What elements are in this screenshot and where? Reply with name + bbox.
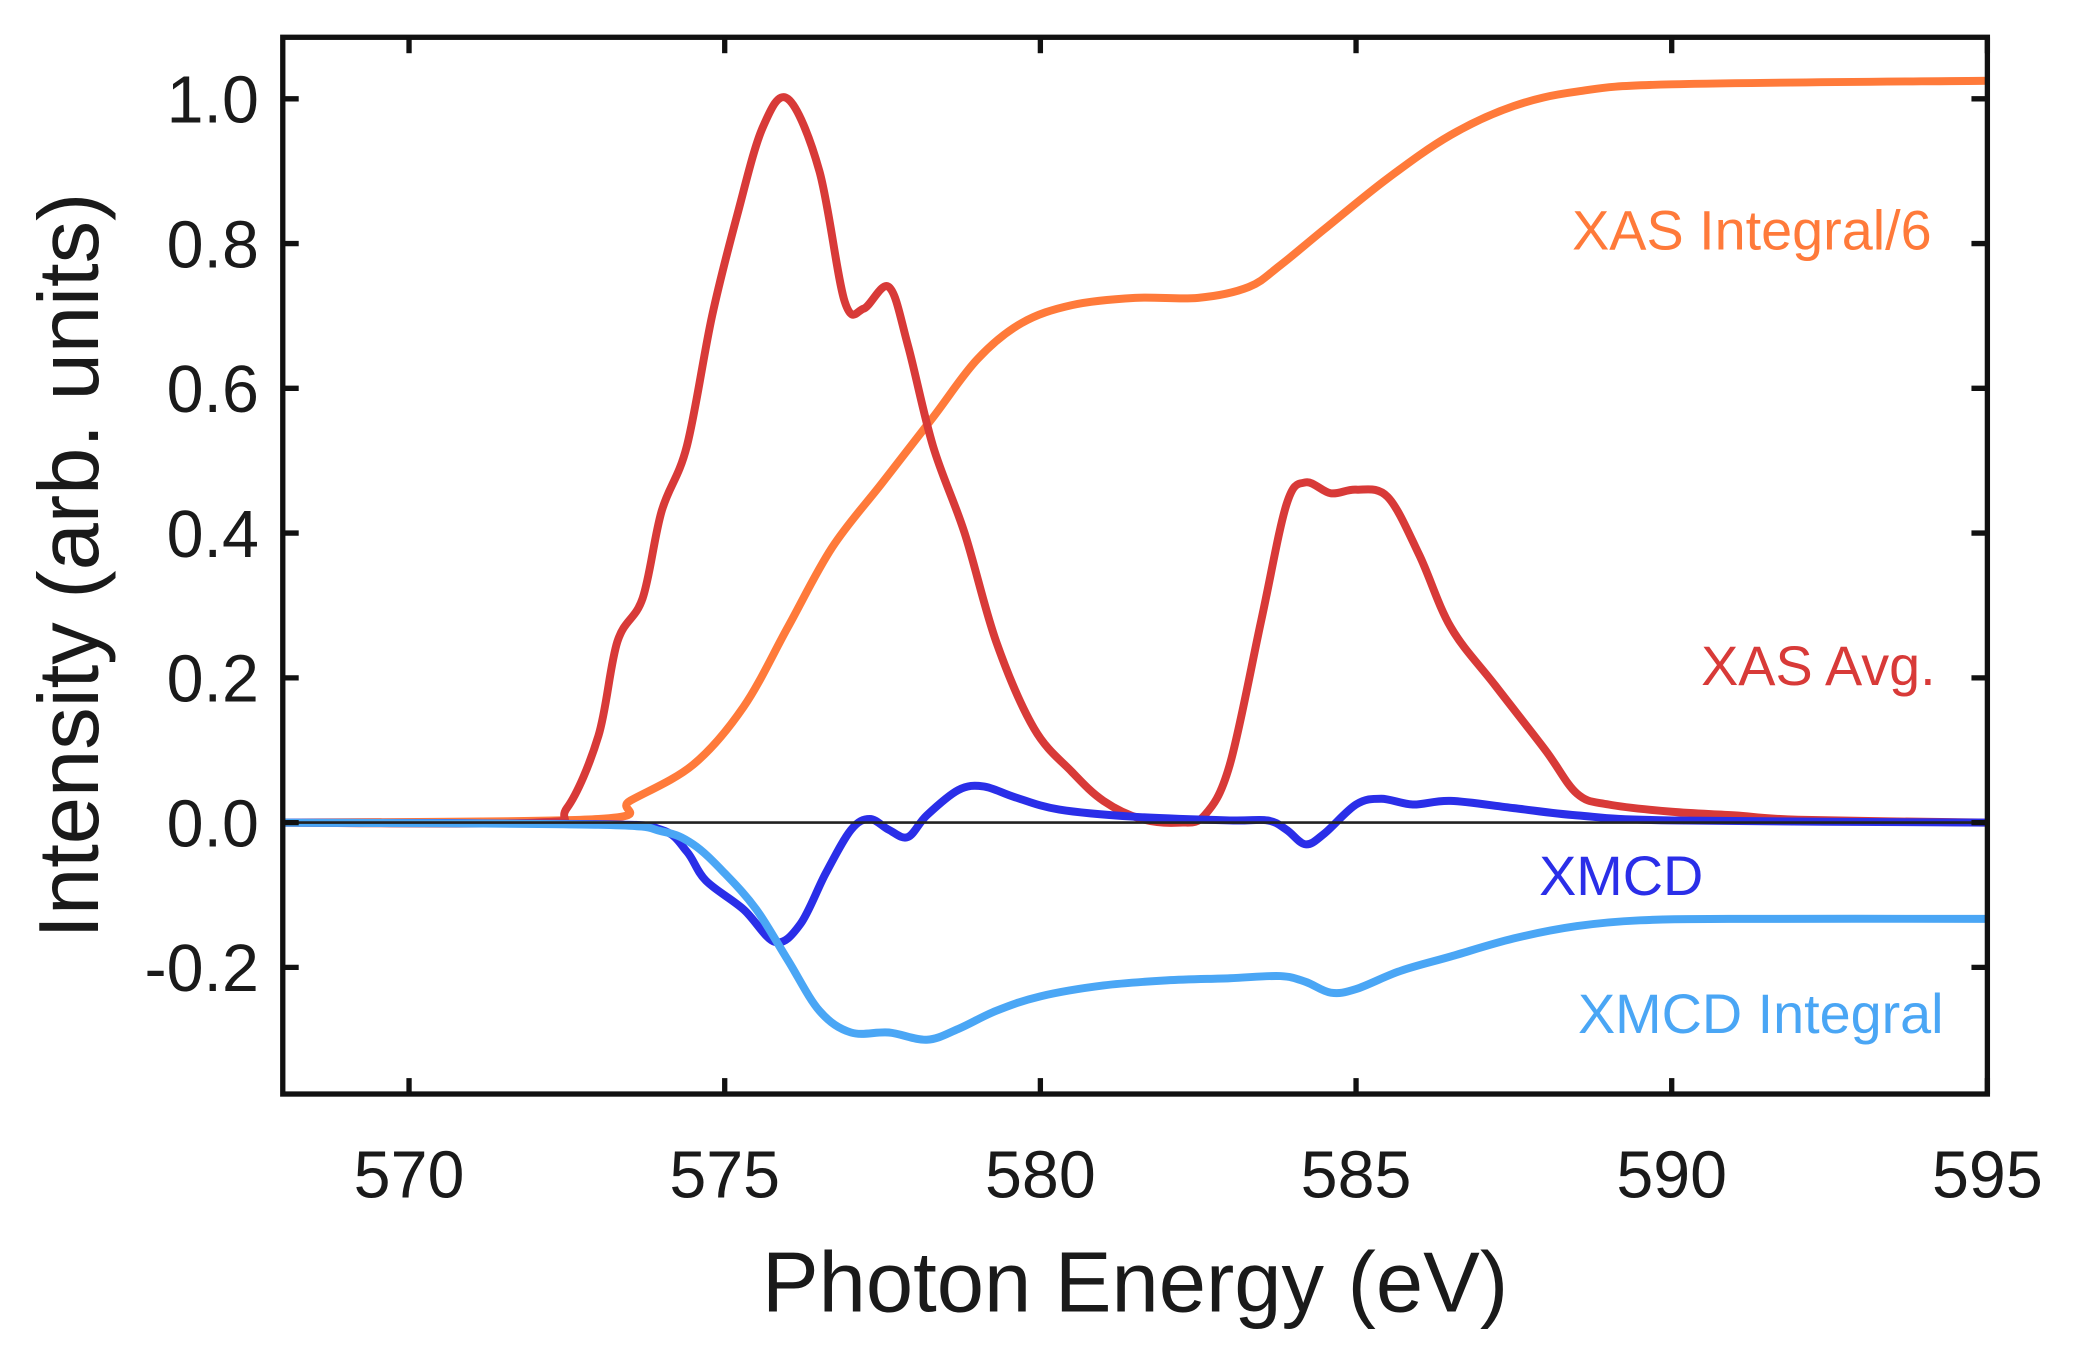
series-line-xas-integral-6: [282, 76, 1988, 827]
series-label-xas-avg: XAS Avg.: [1701, 635, 1936, 697]
series-line-xmcd: [282, 781, 1988, 947]
series-layer: [282, 76, 1988, 1044]
y-tick-label: 0.0: [167, 788, 259, 862]
series-label-xmcd-integral: XMCD Integral: [1578, 983, 1944, 1045]
y-tick-label: 0.6: [167, 353, 259, 427]
y-tick-label: 0.4: [167, 498, 259, 572]
x-tick-label: 590: [1616, 1139, 1727, 1213]
x-tick-label: 575: [669, 1139, 780, 1213]
x-tick-label: 595: [1932, 1139, 2043, 1213]
x-axis-title: Photon Energy (eV): [762, 1236, 1508, 1331]
y-axis-title: Intensity (arb. units): [22, 193, 117, 939]
series-label-xas-integral: XAS Integral/6: [1572, 200, 1932, 262]
series-label-xmcd: XMCD: [1539, 845, 1703, 907]
x-tick-label: 570: [354, 1139, 465, 1213]
y-tick-label: 0.8: [167, 208, 259, 282]
ticks: 570 575 580 585 590 595 -0.2 0.0 0.2 0.4 0.6 0.8 1.0: [145, 37, 2043, 1213]
series-line-xas-avg-: [282, 93, 1988, 828]
y-tick-label: 1.0: [167, 64, 259, 138]
x-tick-label: 585: [1301, 1139, 1412, 1213]
series-line-xmcd-integral: [282, 818, 1988, 1044]
x-tick-label: 580: [985, 1139, 1096, 1213]
y-tick-label: -0.2: [145, 932, 259, 1006]
plot-frame: [280, 34, 1991, 1097]
y-tick-label: 0.2: [167, 643, 259, 717]
